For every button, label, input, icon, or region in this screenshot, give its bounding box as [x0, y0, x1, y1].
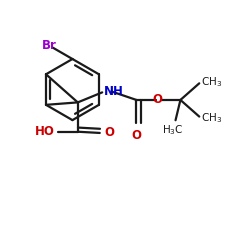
Text: O: O: [152, 94, 162, 106]
Text: CH$_3$: CH$_3$: [201, 112, 222, 125]
Text: H$_3$C: H$_3$C: [162, 123, 184, 137]
Text: CH$_3$: CH$_3$: [201, 75, 222, 88]
Text: Br: Br: [42, 39, 57, 52]
Text: O: O: [132, 129, 141, 142]
Text: HO: HO: [35, 125, 54, 138]
Text: O: O: [104, 126, 114, 140]
Text: NH: NH: [104, 85, 123, 98]
